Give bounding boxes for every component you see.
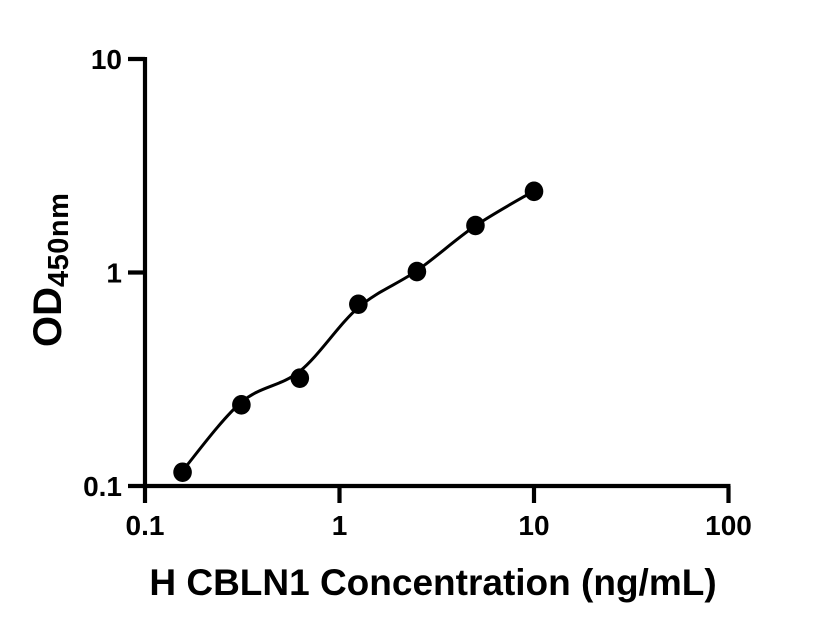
y-axis-title: OD450nm (23, 192, 75, 347)
x-tick-label: 0.1 (126, 510, 165, 541)
y-tick-label: 1 (106, 258, 122, 289)
y-tick-label: 0.1 (83, 471, 122, 502)
data-point (349, 294, 368, 315)
data-point (407, 261, 427, 282)
x-tick-label: 1 (332, 510, 348, 541)
y-tick-label: 10 (91, 44, 122, 75)
x-tick-label: 100 (705, 510, 752, 541)
data-point (173, 462, 192, 483)
y-axis-title-subscript: 450nm (43, 192, 75, 287)
y-axis-title-main: OD (26, 287, 70, 347)
data-point (232, 395, 251, 415)
x-axis-title: H CBLN1 Concentration (ng/mL) (149, 562, 717, 603)
data-point (466, 215, 485, 236)
x-tick-label: 10 (518, 510, 549, 541)
data-point (524, 181, 544, 202)
data-point (290, 368, 310, 388)
